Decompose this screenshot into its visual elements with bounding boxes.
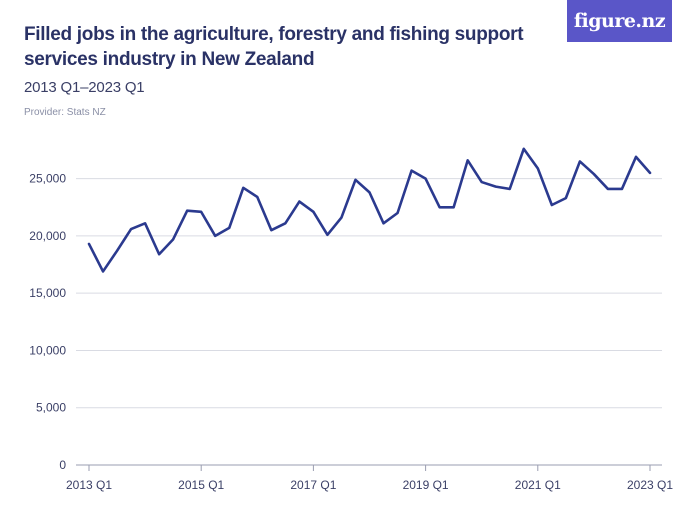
figure-nz-logo[interactable]: figure.nz	[567, 0, 672, 42]
x-tick-label: 2017 Q1	[290, 478, 336, 492]
x-tick-label: 2013 Q1	[66, 478, 112, 492]
x-tick-label: 2023 Q1	[627, 478, 673, 492]
chart-subtitle: 2013 Q1–2023 Q1	[24, 79, 145, 96]
provider-label: Provider: Stats NZ	[24, 107, 106, 118]
y-tick-label: 25,000	[29, 172, 66, 186]
y-tick-label: 15,000	[29, 286, 66, 300]
data-points	[88, 148, 651, 272]
x-tick-label: 2021 Q1	[515, 478, 561, 492]
x-tick-label: 2019 Q1	[403, 478, 449, 492]
x-axis-ticks: 2013 Q1 2015 Q1 2017 Q1 2019 Q1 2021 Q1 2023 …	[66, 465, 673, 492]
y-tick-label: 20,000	[29, 229, 66, 243]
x-tick-label: 2015 Q1	[178, 478, 224, 492]
y-tick-label: 5,000	[36, 401, 66, 415]
y-tick-label: 10,000	[29, 343, 66, 357]
y-axis-ticks: 0 5,000 10,000 15,000 20,000 25,000	[29, 172, 66, 472]
y-tick-label: 0	[59, 458, 66, 472]
gridlines	[76, 178, 662, 466]
chart-title: Filled jobs in the agriculture, forestry…	[24, 24, 524, 70]
series-line	[87, 147, 652, 273]
